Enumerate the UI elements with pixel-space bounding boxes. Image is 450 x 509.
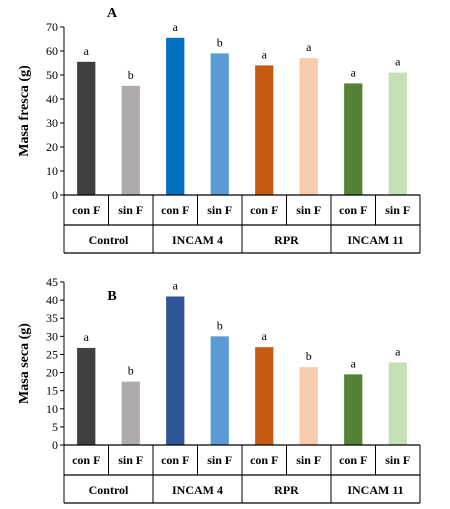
y-tick-label: 35 [46, 311, 58, 325]
bar-8 [388, 72, 407, 195]
x-tick-label: con F [250, 203, 278, 217]
bar-5 [255, 347, 274, 445]
group-label: INCAM 11 [347, 483, 403, 497]
y-tick-label: 10 [46, 164, 58, 178]
chart-panel-A: 0 10 20 30 40 50 60 70 Masa fresca (g) Aa b a b a a a a c… [17, 6, 421, 254]
significance-letter: a [395, 344, 401, 358]
bar-7 [344, 374, 363, 445]
x-tick-label: sin F [207, 203, 232, 217]
significance-letter: a [306, 40, 312, 54]
y-tick-label: 20 [46, 140, 58, 154]
x-tick-label: sin F [296, 203, 321, 217]
y-tick-label: 15 [46, 384, 58, 398]
x-tick-label: sin F [296, 453, 321, 467]
significance-letter: a [173, 20, 179, 34]
significance-letter: a [351, 65, 357, 79]
significance-letter: a [351, 356, 357, 370]
significance-letter: b [128, 364, 134, 378]
y-tick-label: 5 [52, 420, 58, 434]
significance-letter: a [395, 55, 401, 69]
y-tick-label: 10 [46, 402, 58, 416]
y-tick-label: 30 [46, 329, 58, 343]
x-tick-label: sin F [207, 453, 232, 467]
group-label: RPR [274, 233, 299, 247]
x-tick-label: sin F [385, 453, 410, 467]
bar-3 [166, 296, 185, 445]
panel-label: B [107, 289, 116, 304]
x-tick-label: con F [250, 453, 278, 467]
significance-letter: b [217, 35, 223, 49]
x-tick-label: con F [339, 203, 367, 217]
significance-letter: b [217, 318, 223, 332]
significance-letter: b [128, 68, 134, 82]
y-tick-label: 30 [46, 116, 58, 130]
group-label: INCAM 4 [172, 483, 223, 497]
x-tick-label: sin F [118, 203, 143, 217]
bar-8 [388, 362, 407, 445]
y-axis-title: Masa fresca (g) [17, 65, 32, 157]
bar-7 [344, 83, 363, 195]
y-tick-label: 0 [52, 438, 58, 452]
bar-6 [299, 367, 318, 445]
group-label: Control [89, 233, 129, 247]
x-tick-label: con F [72, 453, 100, 467]
significance-letter: a [262, 47, 268, 61]
x-tick-label: sin F [118, 453, 143, 467]
bar-5 [255, 65, 274, 196]
x-tick-label: con F [339, 453, 367, 467]
group-label: INCAM 11 [347, 233, 403, 247]
significance-letter: b [306, 349, 312, 363]
y-tick-label: 40 [46, 92, 58, 106]
bar-1 [77, 347, 96, 445]
panel-label: A [107, 6, 118, 21]
y-axis-title: Masa seca (g) [17, 323, 32, 404]
y-tick-label: 25 [46, 347, 58, 361]
y-tick-label: 0 [52, 188, 58, 202]
bar-2 [121, 381, 140, 445]
bar-1 [77, 61, 96, 195]
group-label: INCAM 4 [172, 233, 223, 247]
x-tick-label: con F [72, 203, 100, 217]
bar-2 [121, 85, 140, 195]
y-tick-label: 50 [46, 68, 58, 82]
group-label: Control [89, 483, 129, 497]
group-label: RPR [274, 483, 299, 497]
y-tick-label: 45 [46, 275, 58, 289]
y-tick-label: 60 [46, 44, 58, 58]
x-tick-label: con F [161, 453, 189, 467]
x-tick-label: con F [161, 203, 189, 217]
y-tick-label: 70 [46, 20, 58, 34]
significance-letter: a [173, 278, 179, 292]
y-tick-label: 40 [46, 293, 58, 307]
y-tick-label: 20 [46, 366, 58, 380]
significance-letter: a [262, 329, 268, 343]
significance-letter: a [84, 44, 90, 58]
bar-4 [210, 336, 229, 445]
chart-panel-B: 0 5 10 15 20 25 30 35 40 45 Masa seca (g) Ba b a b a b a a… [17, 275, 421, 504]
bar-6 [299, 58, 318, 196]
x-tick-label: sin F [385, 203, 410, 217]
bar-4 [210, 53, 229, 196]
bar-3 [166, 37, 185, 195]
significance-letter: a [84, 330, 90, 344]
